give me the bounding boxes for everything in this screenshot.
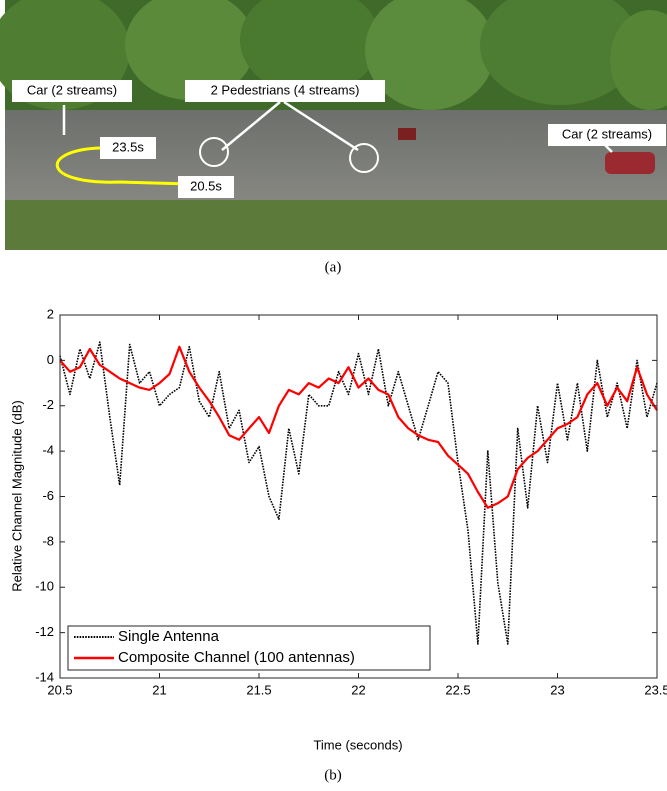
legend-box	[67, 625, 431, 671]
y-axis-label: Relative Channel Magnitude (dB)	[9, 400, 24, 592]
y-tick-label: -10	[35, 579, 54, 594]
legend-label: Composite Channel (100 antennas)	[118, 649, 355, 666]
y-tick-label: -4	[42, 443, 54, 458]
x-tick-label: 21.5	[246, 682, 271, 697]
x-tick-label: 23	[550, 682, 564, 697]
x-tick-label: 20.5	[47, 682, 72, 697]
annotation: 2 Pedestrians (4 streams)	[211, 82, 360, 97]
y-tick-label: 0	[47, 352, 54, 367]
y-tick-label: -12	[35, 624, 54, 639]
y-tick-label: -14	[35, 669, 54, 684]
data-line	[59, 345, 658, 509]
x-tick-label: 21	[152, 682, 166, 697]
legend-label: Single Antenna	[118, 628, 220, 645]
plot-area	[60, 315, 657, 678]
y-tick-label: -8	[42, 533, 54, 548]
chart: Time (seconds) Relative Channel Magnitud…	[9, 306, 667, 783]
y-tick-label: -6	[42, 488, 54, 503]
annotation: 20.5s	[190, 178, 222, 193]
caption: (b)	[324, 767, 342, 783]
caption: (a)	[325, 259, 342, 275]
annotation: Car (2 streams)	[562, 126, 652, 141]
data-line	[59, 341, 658, 645]
y-tick-label: 2	[47, 306, 54, 321]
photo	[0, 0, 667, 250]
x-tick-label: 22.5	[445, 682, 470, 697]
annotation: Car (2 streams)	[27, 82, 117, 97]
x-tick-label: 22	[351, 682, 365, 697]
y-tick-label: -2	[42, 397, 54, 412]
x-axis-label: Time (seconds)	[313, 737, 402, 752]
photo-panel: Car (2 streams) 2 Pedestrians (4 streams…	[0, 0, 667, 275]
annotation: 23.5s	[112, 139, 144, 154]
x-tick-label: 23.5	[644, 682, 667, 697]
